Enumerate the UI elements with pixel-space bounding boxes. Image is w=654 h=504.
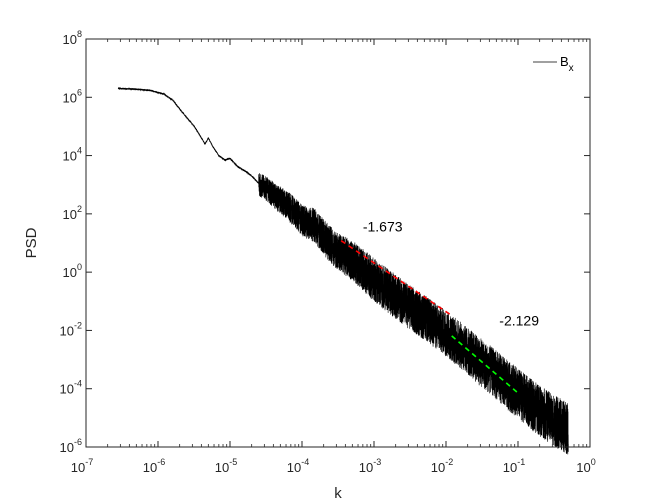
- fit-lines: [340, 240, 519, 394]
- y-tick-label: 10-2: [60, 320, 82, 338]
- y-tick-label: 108: [63, 29, 82, 47]
- legend-label-bx: Bx: [560, 54, 574, 74]
- annotations: -1.673 -2.129: [363, 218, 539, 328]
- x-tick-label: 10-4: [287, 457, 309, 475]
- slope-annotation: -1.673: [363, 218, 403, 234]
- ticks: [85, 38, 591, 448]
- x-axis-title: k: [334, 485, 342, 502]
- fit-line-2: [451, 335, 519, 394]
- x-tick-label: 10-5: [215, 457, 237, 475]
- tick-labels: 10-7 10-6 10-5 10-4 10-3 10-2 10-1 100 10-6 10-4 1…: [60, 29, 596, 475]
- y-tick-label: 10-4: [60, 379, 82, 397]
- x-tick-label: 100: [576, 457, 595, 475]
- x-tick-label: 10-2: [431, 457, 453, 475]
- y-axis-title: PSD: [23, 227, 40, 258]
- y-tick-label: 104: [63, 146, 82, 164]
- x-tick-label: 10-6: [143, 457, 165, 475]
- x-tick-label: 10-7: [71, 457, 93, 475]
- slope-annotation: -2.129: [499, 312, 539, 328]
- axes-box: [85, 38, 591, 448]
- x-tick-label: 10-3: [359, 457, 381, 475]
- legend: Bx: [533, 54, 574, 74]
- y-tick-label: 106: [63, 87, 82, 105]
- y-tick-label: 10-6: [60, 437, 82, 455]
- y-tick-label: 102: [63, 204, 82, 222]
- fit-line-1: [340, 240, 453, 317]
- y-tick-label: 100: [63, 262, 82, 280]
- x-tick-label: 10-1: [503, 457, 525, 475]
